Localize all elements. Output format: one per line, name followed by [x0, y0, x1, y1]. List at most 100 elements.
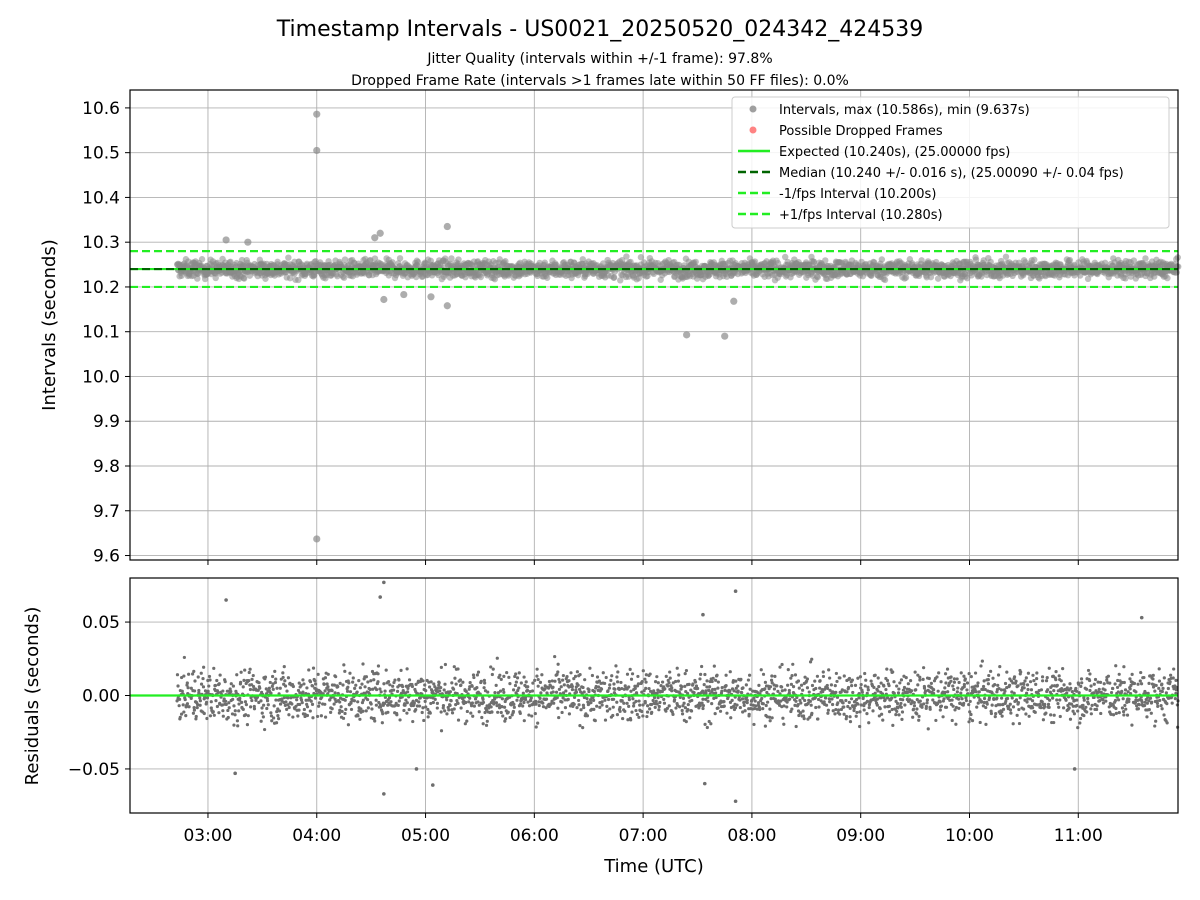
residual-point [556, 706, 560, 710]
residual-point [448, 690, 452, 694]
residual-point [323, 715, 328, 719]
residual-point [187, 705, 191, 709]
residual-point [414, 708, 418, 712]
residual-point [480, 715, 484, 720]
residual-point [265, 706, 269, 711]
residual-point [459, 706, 463, 710]
residual-point [227, 706, 231, 710]
residual-point [333, 691, 337, 695]
y-tick-label: 10.2 [82, 278, 120, 298]
residual-point [1009, 711, 1013, 715]
residual-point [231, 684, 235, 688]
residual-point [278, 702, 283, 706]
residual-point [729, 716, 733, 720]
residual-point [316, 672, 320, 676]
residual-point [842, 674, 846, 678]
residual-point [442, 688, 446, 692]
residual-point [763, 724, 767, 728]
residual-point [583, 678, 587, 682]
residual-point [582, 690, 586, 694]
residual-point [217, 711, 221, 715]
residual-point [686, 702, 690, 707]
residual-point [908, 678, 913, 683]
interval-point [1142, 255, 1149, 262]
residual-point [990, 703, 994, 707]
residual-point [634, 699, 638, 703]
residual-point [757, 683, 761, 687]
residual-point [1026, 671, 1031, 675]
residual-point [450, 711, 455, 715]
residual-point [511, 688, 516, 692]
residual-point [585, 696, 589, 701]
residual-point [439, 710, 443, 714]
residual-point [790, 674, 794, 678]
residual-point [199, 682, 204, 686]
residual-point [285, 707, 289, 711]
residual-point [363, 685, 367, 689]
residual-point [248, 667, 252, 671]
interval-point-outlier [443, 302, 451, 310]
residual-point [943, 690, 947, 694]
residual-point [215, 704, 219, 709]
interval-point [610, 274, 618, 281]
residual-point [761, 702, 765, 706]
residual-point [379, 690, 383, 694]
residual-point [967, 672, 971, 676]
residual-point [959, 691, 963, 695]
residual-point [782, 704, 786, 708]
residual-point [495, 656, 499, 660]
interval-point [212, 274, 219, 282]
residual-point [667, 704, 671, 708]
residual-point [536, 721, 540, 725]
residual-point [326, 672, 330, 676]
residual-point [272, 704, 276, 708]
residual-point [951, 684, 955, 688]
residual-point [507, 675, 511, 679]
residual-point [1049, 713, 1053, 717]
residual-point [849, 697, 854, 701]
residual-point [753, 699, 757, 703]
residual-point [684, 668, 689, 673]
residual-point [278, 686, 282, 690]
residual-point [240, 700, 244, 704]
residual-point [704, 691, 708, 695]
residual-point [740, 691, 744, 695]
residual-point [175, 673, 180, 677]
residual-point [786, 668, 790, 672]
residual-point [334, 675, 338, 679]
residual-point [337, 711, 341, 715]
residual-point [1008, 702, 1012, 706]
residual-point [315, 714, 320, 719]
residual-point [286, 696, 290, 700]
residual-point [382, 682, 386, 686]
residual-point [720, 685, 724, 690]
residual-point [1024, 712, 1028, 716]
residual-point [683, 672, 687, 676]
residual-point [705, 679, 709, 683]
residual-point [618, 705, 622, 710]
residual-point [943, 686, 947, 690]
residual-point [705, 725, 709, 730]
residual-point [343, 711, 347, 716]
residual-point [711, 676, 715, 680]
residual-point [918, 675, 922, 679]
residual-point [391, 684, 395, 688]
residual-point [655, 691, 659, 695]
residual-point [1035, 676, 1039, 681]
residual-point [850, 678, 854, 682]
residual-point [683, 684, 687, 688]
residual-point [1001, 707, 1006, 711]
chart-title: Timestamp Intervals - US0021_20250520_02… [276, 17, 923, 42]
residual-point [895, 684, 899, 688]
residual-point [232, 704, 236, 708]
residual-point [407, 707, 411, 712]
residual-point [329, 710, 333, 714]
residual-point [670, 689, 674, 693]
residual-point [182, 674, 186, 678]
residual-point [1023, 679, 1027, 683]
residual-point [562, 683, 566, 687]
residual-point [1012, 675, 1017, 679]
residual-point [847, 700, 851, 704]
residual-point [290, 702, 294, 706]
residual-point [828, 700, 832, 704]
